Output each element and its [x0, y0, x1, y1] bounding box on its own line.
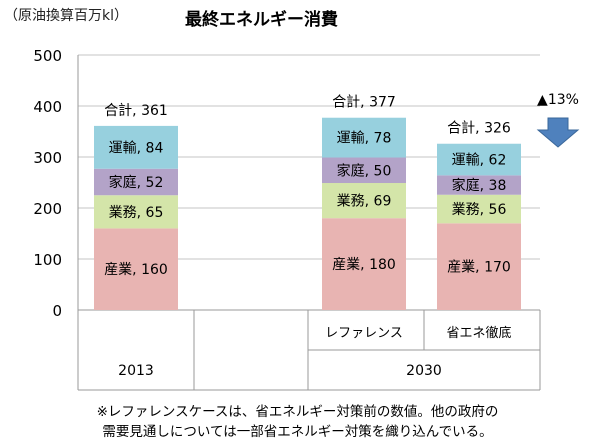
total-label: 合計, 361 — [104, 103, 168, 119]
total-label: 合計, 377 — [332, 95, 396, 111]
y-tick-label: 500 — [33, 47, 62, 65]
down-arrow-icon — [536, 117, 580, 148]
footnote-line-2: 需要見通しについては一部省エネルギー対策を織り込んでいる。 — [102, 424, 493, 440]
bar-segment — [94, 195, 178, 229]
bar-segment — [322, 218, 406, 310]
bar-data-label: 運輸, 78 — [337, 131, 392, 147]
bar-data-label: 業務, 69 — [337, 194, 392, 210]
bar-data-label: 家庭, 38 — [452, 177, 507, 194]
bar-segment — [94, 168, 178, 196]
x-group-label: 2030 — [406, 363, 442, 379]
bar-data-label: 家庭, 52 — [109, 174, 164, 191]
unit-label: （原油換算百万kl） — [4, 8, 128, 24]
bar-data-label: 産業, 180 — [332, 257, 396, 273]
bar-segment — [322, 157, 406, 184]
bar-data-label: 運輸, 62 — [452, 153, 507, 169]
bar-segment — [94, 228, 178, 310]
bar-data-label: 業務, 65 — [109, 205, 164, 221]
chart-title: 最終エネルギー消費 — [185, 10, 338, 30]
bar-segment — [322, 183, 406, 219]
bar-data-label: 業務, 56 — [452, 202, 507, 218]
x-group-label: 2013 — [118, 363, 154, 379]
x-category-label: レファレンス — [325, 326, 403, 341]
footnote-line-1: ※レファレンスケースは、省エネルギー対策前の数値。他の政府の — [96, 404, 499, 420]
bar-data-label: 運輸, 84 — [109, 140, 164, 156]
y-tick-label: 0 — [52, 302, 62, 320]
bar-segment — [437, 143, 521, 176]
y-tick-label: 100 — [33, 251, 62, 269]
bar-segment — [322, 117, 406, 158]
bar-data-label: 産業, 170 — [447, 260, 511, 276]
bar-segment — [437, 223, 521, 310]
bar-segment — [437, 194, 521, 224]
y-tick-label: 300 — [33, 149, 62, 167]
total-label: 合計, 326 — [447, 121, 511, 137]
bar-segment — [94, 125, 178, 169]
bar-data-label: 家庭, 50 — [337, 162, 392, 179]
bar-segment — [437, 175, 521, 195]
x-category-label: 省エネ徹底 — [446, 325, 511, 341]
y-tick-label: 400 — [33, 98, 62, 116]
reduction-annotation: ▲13% — [537, 92, 579, 108]
bar-data-label: 産業, 160 — [104, 262, 168, 278]
y-tick-label: 200 — [33, 200, 62, 218]
